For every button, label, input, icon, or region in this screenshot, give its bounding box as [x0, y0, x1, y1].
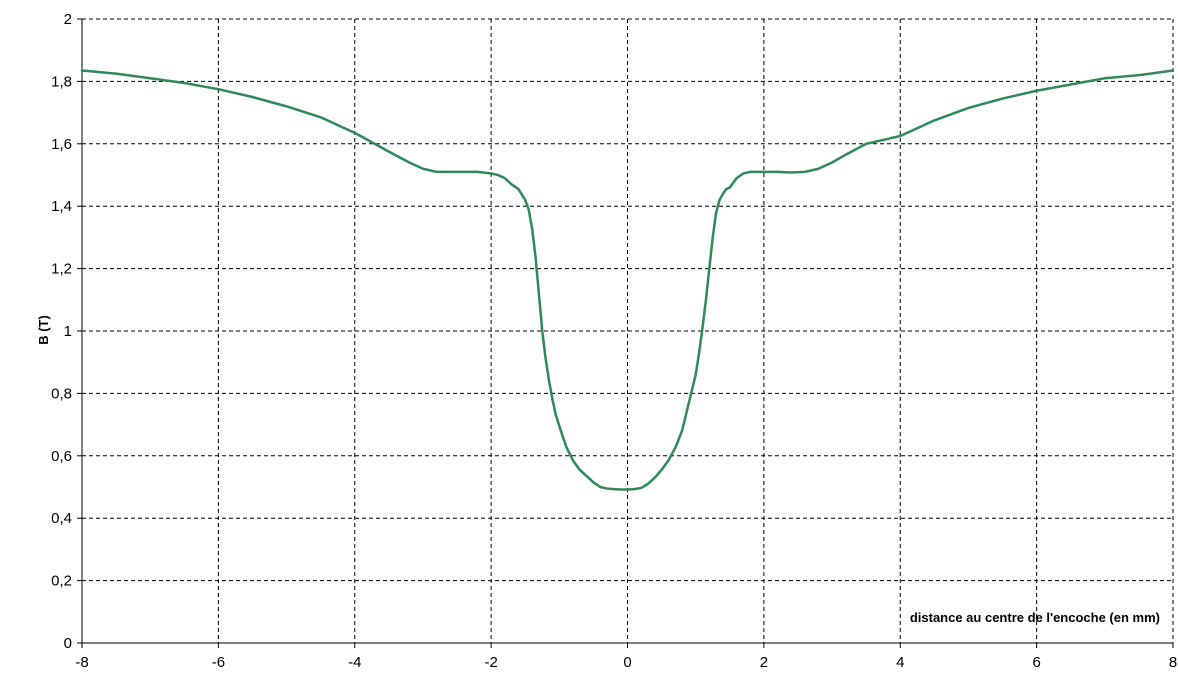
y-tick-label: 2: [64, 11, 72, 28]
x-tick-label: -8: [75, 654, 88, 671]
y-tick-label: 0,6: [51, 448, 72, 465]
y-axis-label: B (T): [36, 315, 51, 345]
x-axis-label: distance au centre de l'encoche (en mm): [910, 610, 1160, 625]
y-tick-label: 0: [64, 635, 72, 652]
x-tick-labels: -8 -6 -4 -2 0 2 4 6 8: [75, 654, 1177, 671]
x-tick-label: 6: [1032, 654, 1040, 671]
x-tick-label: 2: [760, 654, 768, 671]
x-tick-label: -4: [348, 654, 361, 671]
y-tick-label: 1,6: [51, 136, 72, 153]
axes: [77, 18, 1174, 648]
x-tick-label: 0: [623, 654, 631, 671]
y-tick-label: 1,4: [51, 198, 72, 215]
y-tick-label: 0,4: [51, 510, 72, 527]
x-tick-label: -2: [484, 654, 497, 671]
y-tick-label: 0,8: [51, 385, 72, 402]
grid: [82, 18, 1174, 643]
series-points: [81, 70, 1174, 490]
x-tick-label: 4: [896, 654, 904, 671]
y-tick-label: 1,2: [51, 261, 72, 278]
y-tick-label: 1,8: [51, 73, 72, 90]
y-tick-label: 0,2: [51, 573, 72, 590]
series-layer: [80, 69, 1175, 491]
x-tick-label: -6: [212, 654, 225, 671]
y-tick-label: 1: [64, 323, 72, 340]
x-tick-label: 8: [1169, 654, 1177, 671]
y-tick-labels: 0 0,2 0,4 0,6 0,8 1 1,2 1,4 1,6 1,8 2: [51, 11, 72, 652]
